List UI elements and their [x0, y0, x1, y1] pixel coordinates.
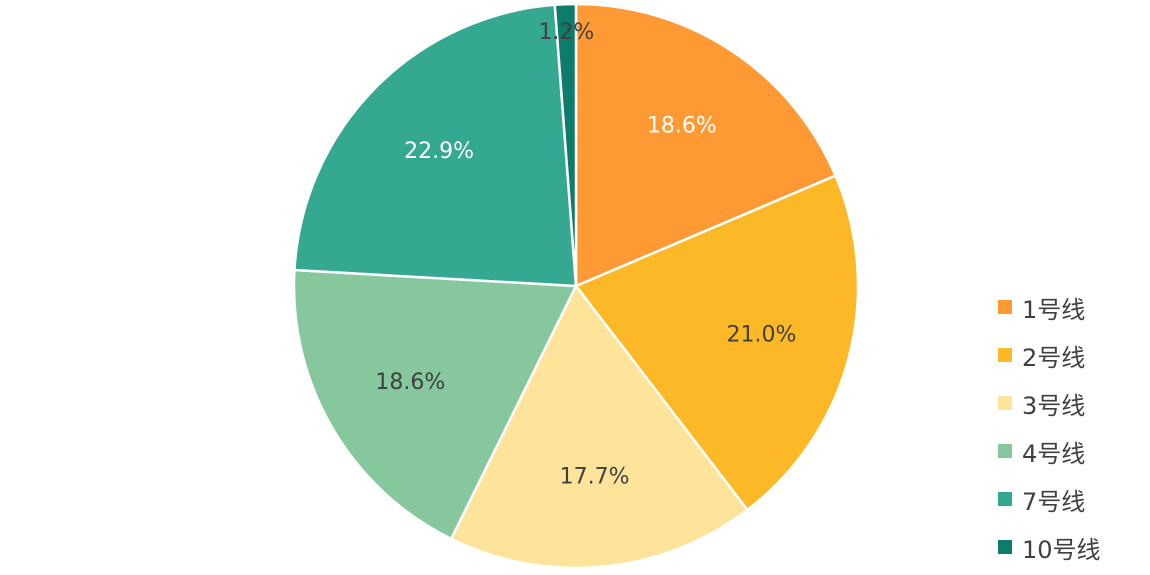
data-label-2: 21.0% — [726, 322, 796, 347]
legend-swatch-4 — [998, 444, 1012, 458]
legend-label-4: 4号线 — [1022, 439, 1086, 468]
legend-swatch-3 — [998, 396, 1012, 410]
legend-item-3: 3号线 — [998, 379, 1148, 427]
pie-slices — [292, 2, 860, 570]
legend-label-6: 10号线 — [1022, 535, 1101, 564]
legend-item-1: 1号线 — [998, 283, 1148, 331]
legend: 1号线 2号线 3号线 4号线 7号线 10号线 — [998, 283, 1148, 571]
legend-swatch-1 — [998, 300, 1012, 314]
data-label-3: 17.7% — [560, 464, 630, 489]
data-label-1: 18.6% — [647, 114, 717, 139]
legend-item-4: 4号线 — [998, 427, 1148, 475]
legend-swatch-6 — [998, 540, 1012, 554]
legend-label-1: 1号线 — [1022, 295, 1086, 324]
pie-data-labels: 18.6% 21.0% 17.7% 18.6% 22.9% 1.2% — [375, 20, 796, 489]
data-label-4: 18.6% — [375, 370, 445, 395]
data-label-6: 1.2% — [538, 20, 594, 45]
legend-swatch-5 — [998, 492, 1012, 506]
pie-slice-4 — [292, 268, 578, 541]
legend-item-2: 2号线 — [998, 331, 1148, 379]
legend-item-6: 10号线 — [998, 523, 1148, 571]
legend-item-5: 7号线 — [998, 475, 1148, 523]
pie-slice-1 — [574, 2, 837, 288]
legend-swatch-2 — [998, 348, 1012, 362]
pie-slice-3 — [449, 284, 749, 570]
legend-label-5: 7号线 — [1022, 487, 1086, 516]
pie-slice-6 — [553, 2, 578, 288]
legend-label-3: 3号线 — [1022, 391, 1086, 420]
pie-slice-5 — [293, 3, 578, 288]
legend-label-2: 2号线 — [1022, 343, 1086, 372]
pie-slice-2 — [574, 174, 860, 512]
data-label-5: 22.9% — [404, 139, 474, 164]
